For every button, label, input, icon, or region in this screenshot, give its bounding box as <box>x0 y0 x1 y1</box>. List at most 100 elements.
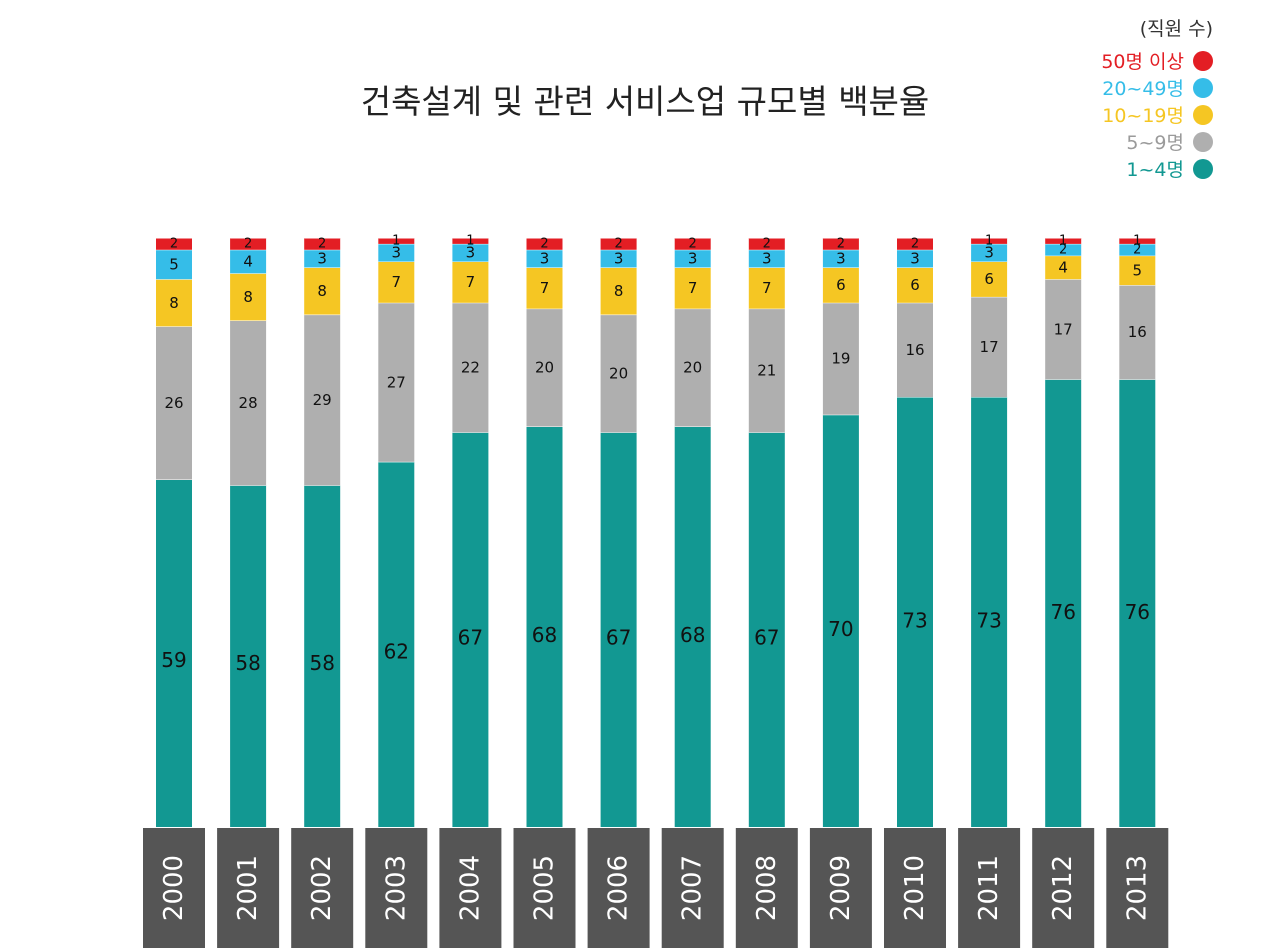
bar-segment-2003-s2 <box>378 261 415 303</box>
data-label-2002-s0: 58 <box>309 651 334 675</box>
data-label-2012-s4: 1 <box>1059 233 1067 248</box>
data-label-2013-s3: 2 <box>1133 242 1141 257</box>
bar-segment-2009-s4 <box>822 238 859 250</box>
bar-segment-2006-s0 <box>600 432 637 827</box>
data-label-2011-s3: 3 <box>984 244 994 262</box>
legend-label-s3: 20~49명 <box>1102 78 1184 100</box>
legend-swatch-s3 <box>1193 78 1213 98</box>
bar-segment-2010-s4 <box>897 238 933 250</box>
bar-segment-2004-s4 <box>452 238 489 244</box>
data-label-2000-s1: 26 <box>164 394 183 412</box>
data-label-2006-s0: 67 <box>606 626 631 650</box>
data-label-2009-s3: 3 <box>836 250 846 268</box>
legend-swatch-s0 <box>1193 159 1213 179</box>
data-label-2002-s4: 2 <box>318 236 326 251</box>
data-label-2000-s3: 5 <box>169 256 179 274</box>
data-label-2008-s3: 3 <box>762 250 772 268</box>
data-label-2005-s3: 3 <box>540 250 550 268</box>
year-box-2008 <box>735 828 798 948</box>
legend-swatch-s1 <box>1193 132 1213 152</box>
bar-segment-2012-s0 <box>1045 379 1082 827</box>
data-label-2007-s4: 2 <box>689 236 697 251</box>
legend-swatch-s4 <box>1193 51 1213 71</box>
data-label-2007-s2: 7 <box>688 279 698 297</box>
chart-title: 건축설계 및 관련 서비스업 규모별 백분율 <box>361 82 930 121</box>
data-label-2004-s3: 3 <box>466 244 476 262</box>
tick-label-2005: 2005 <box>530 855 560 921</box>
bar-segment-2002-s2 <box>304 267 341 315</box>
bar-segment-2009-s2 <box>822 267 859 303</box>
year-box-2004 <box>439 828 502 948</box>
year-box-2006 <box>587 828 650 948</box>
legend: (직원 수) 50명 이상 20~49명 10~19명 5~9명 1~4명 <box>1101 18 1213 181</box>
data-label-2008-s2: 7 <box>762 279 772 297</box>
data-label-2012-s0: 76 <box>1050 600 1075 624</box>
bar-segment-2004-s1 <box>452 302 489 433</box>
data-label-2007-s0: 68 <box>680 623 705 647</box>
data-label-2003-s0: 62 <box>384 640 409 664</box>
bar-segment-2013-s2 <box>1119 255 1156 286</box>
data-label-2013-s2: 5 <box>1133 261 1143 279</box>
data-label-2008-s0: 67 <box>754 626 779 650</box>
bar-segment-2004-s2 <box>452 261 489 303</box>
data-label-2005-s0: 68 <box>532 623 557 647</box>
data-label-2010-s4: 2 <box>911 236 919 251</box>
data-label-2008-s1: 21 <box>757 362 776 380</box>
bar-segment-2000-s4 <box>156 238 192 250</box>
bar-segment-2011-s4 <box>971 238 1008 244</box>
data-label-2001-s0: 58 <box>235 651 260 675</box>
bar-segment-2000-s1 <box>156 326 192 480</box>
data-label-2013-s4: 1 <box>1133 233 1141 248</box>
bar-segment-2005-s1 <box>526 308 563 427</box>
data-label-2004-s1: 22 <box>461 359 480 377</box>
bar-segment-2008-s4 <box>748 238 785 250</box>
bar-segment-2006-s3 <box>600 249 637 268</box>
tick-label-2000: 2000 <box>159 855 189 921</box>
data-label-2011-s0: 73 <box>976 609 1001 633</box>
data-label-2000-s0: 59 <box>161 648 186 672</box>
data-label-2013-s0: 76 <box>1125 600 1150 624</box>
data-label-2002-s3: 3 <box>317 250 327 268</box>
data-label-2002-s1: 29 <box>313 391 332 409</box>
bar-segment-2012-s2 <box>1045 255 1082 280</box>
tick-label-2011: 2011 <box>974 855 1004 921</box>
bar-segment-2006-s4 <box>600 238 637 250</box>
data-label-2001-s4: 2 <box>244 236 252 251</box>
legend-label-s1: 5~9명 <box>1126 132 1184 154</box>
data-label-2000-s4: 2 <box>170 236 178 251</box>
bar-segment-2012-s4 <box>1045 238 1082 244</box>
data-label-2003-s2: 7 <box>392 273 402 291</box>
bar-segment-2004-s3 <box>452 243 489 262</box>
bar-segment-2012-s3 <box>1045 243 1082 256</box>
tick-label-2013: 2013 <box>1122 855 1152 921</box>
bar-segment-2002-s4 <box>304 238 341 250</box>
bar-segment-2013-s0 <box>1119 379 1156 827</box>
data-label-2006-s4: 2 <box>614 236 622 251</box>
bar-segment-2007-s3 <box>674 249 711 268</box>
tick-label-2004: 2004 <box>455 855 485 921</box>
bar-segment-2010-s2 <box>897 267 933 303</box>
year-box-2002 <box>291 828 354 948</box>
data-label-2010-s2: 6 <box>910 276 920 294</box>
year-box-2000 <box>143 828 205 948</box>
bar-segment-2007-s1 <box>674 308 711 427</box>
bar-segment-2001-s3 <box>230 249 267 274</box>
year-box-2013 <box>1106 828 1169 948</box>
tick-label-2006: 2006 <box>604 855 634 921</box>
data-label-2009-s1: 19 <box>831 350 850 368</box>
data-label-2005-s4: 2 <box>540 236 548 251</box>
bar-segment-2010-s3 <box>897 249 933 268</box>
bar-segment-2001-s1 <box>230 320 267 486</box>
data-label-2007-s1: 20 <box>683 359 702 377</box>
data-label-2012-s3: 2 <box>1059 242 1067 257</box>
bar-segment-2008-s2 <box>748 267 785 309</box>
bar-segment-2011-s1 <box>971 296 1008 398</box>
bar-segment-2001-s4 <box>230 238 267 250</box>
year-box-2001 <box>217 828 280 948</box>
bar-segment-2001-s2 <box>230 273 267 321</box>
bar-segment-2011-s2 <box>971 261 1008 297</box>
data-label-2009-s4: 2 <box>837 236 845 251</box>
data-label-2007-s3: 3 <box>688 250 698 268</box>
data-label-2010-s0: 73 <box>902 609 927 633</box>
